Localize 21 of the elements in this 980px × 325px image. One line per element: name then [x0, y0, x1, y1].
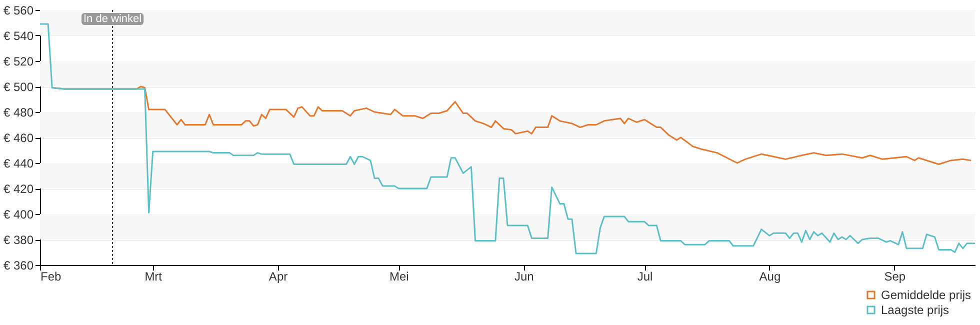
x-tick-label: Mrt: [144, 270, 163, 284]
y-tick-label: € 540: [3, 29, 34, 43]
y-tick-label: € 500: [3, 80, 34, 94]
y-tick-label: € 380: [3, 233, 34, 247]
y-tick-label: € 520: [3, 54, 34, 68]
y-tick-label: € 400: [3, 208, 34, 222]
x-tick-label: Aug: [759, 270, 781, 284]
y-tick-label: € 420: [3, 182, 34, 196]
y-tick-label: € 480: [3, 106, 34, 120]
x-tick-label: Feb: [40, 270, 62, 284]
y-tick-label: € 440: [3, 156, 34, 170]
legend-label: Laagste prijs: [881, 303, 950, 317]
y-tick-label: € 360: [3, 258, 34, 272]
y-tick-label: € 460: [3, 131, 34, 145]
x-tick-label: Jun: [514, 270, 534, 284]
x-tick-label: Apr: [268, 270, 288, 284]
x-tick-label: Mei: [390, 270, 409, 284]
x-tick-label: Sep: [884, 270, 906, 284]
x-tick-label: Jul: [637, 270, 653, 284]
legend-label: Gemiddelde prijs: [881, 288, 972, 302]
y-tick-label: € 560: [3, 4, 34, 18]
